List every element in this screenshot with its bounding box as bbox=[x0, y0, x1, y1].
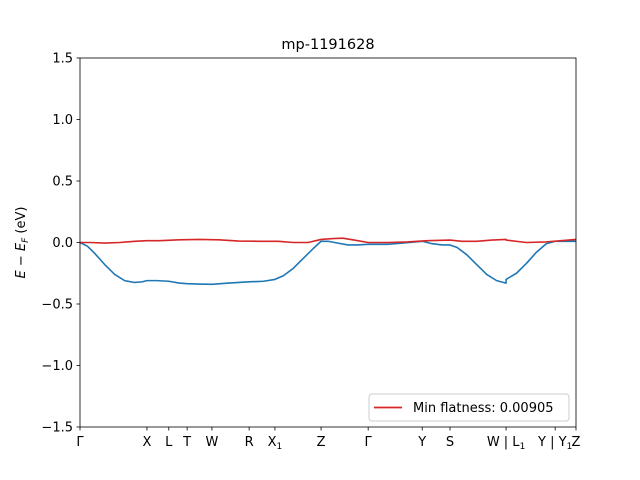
x-tick-label: Γ bbox=[76, 435, 84, 450]
legend: Min flatness: 0.00905 bbox=[368, 393, 570, 422]
x-tick-label: W bbox=[206, 435, 219, 450]
x-tick-label: Γ bbox=[365, 435, 373, 450]
x-tick-label: Y | Y1 bbox=[537, 435, 572, 452]
x-tick-label: S bbox=[446, 435, 454, 450]
y-tick-label: 0.5 bbox=[52, 175, 73, 190]
y-axis-label: E − EF (eV) bbox=[14, 207, 31, 279]
y-axis: −1.5 −1.0 −0.5 0.0 0.5 1.0 1.5 bbox=[41, 52, 80, 436]
y-tick-label: 0.0 bbox=[52, 236, 73, 251]
y-tick-label: −0.5 bbox=[41, 298, 73, 313]
x-tick-label: Z bbox=[317, 435, 326, 450]
y-tick-label: −1.0 bbox=[41, 359, 73, 374]
legend-box bbox=[368, 393, 570, 422]
x-axis: Γ X L T W R X1 Z Γ Y S W | L1 Y | Y1 Z bbox=[76, 427, 581, 452]
x-tick-label: Y bbox=[417, 435, 426, 450]
series-line-0 bbox=[79, 240, 576, 286]
x-tick-label: R bbox=[245, 435, 254, 450]
y-tick-label: −1.5 bbox=[41, 421, 73, 436]
series-line-1 bbox=[80, 237, 577, 244]
x-tick-label: W | L1 bbox=[487, 435, 525, 452]
x-tick-label: X bbox=[143, 435, 152, 450]
x-tick-label: T bbox=[182, 435, 191, 450]
legend-label: Min flatness: 0.00905 bbox=[413, 401, 554, 416]
x-tick-label: L bbox=[165, 435, 173, 450]
y-axis-label-base: E − E bbox=[14, 242, 29, 278]
y-axis-label-sub: F bbox=[21, 237, 31, 243]
x-tick-label: Z bbox=[572, 435, 581, 450]
axes-frame bbox=[79, 57, 577, 428]
chart-title: mp-1191628 bbox=[281, 37, 374, 53]
series-layer bbox=[79, 237, 577, 286]
y-tick-label: 1.5 bbox=[52, 52, 73, 67]
x-tick-label: X1 bbox=[268, 435, 283, 452]
y-tick-label: 1.0 bbox=[52, 113, 73, 128]
y-axis-label-unit: (eV) bbox=[14, 207, 29, 238]
